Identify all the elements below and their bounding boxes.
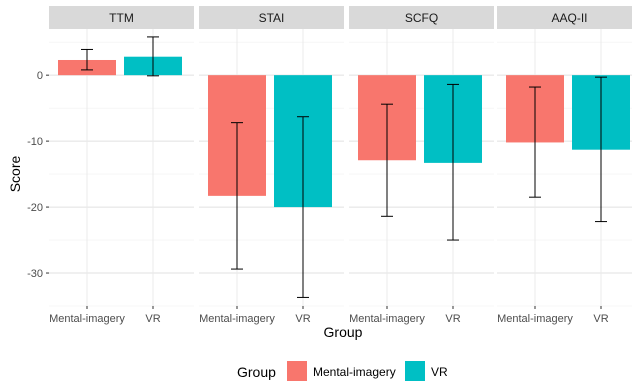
x-tick-label-vr: VR xyxy=(295,313,310,325)
x-tick-label-vr: VR xyxy=(145,313,160,325)
facet-label-aaq-ii: AAQ-II xyxy=(551,11,587,25)
x-tick-label-mental-imagery: Mental-imagery xyxy=(199,313,275,325)
x-tick-label-mental-imagery: Mental-imagery xyxy=(497,313,573,325)
x-tick-label-mental-imagery: Mental-imagery xyxy=(349,313,425,325)
facet-strip-stai xyxy=(199,6,344,29)
x-tick-label-vr: VR xyxy=(445,313,460,325)
legend-label-mental-imagery: Mental-imagery xyxy=(313,365,396,379)
facet-label-stai: STAI xyxy=(259,11,285,25)
x-axis-title: Group xyxy=(324,324,363,340)
facet-label-scfq: SCFQ xyxy=(405,11,438,25)
legend-label-vr: VR xyxy=(431,365,448,379)
facet-strip-scfq xyxy=(349,6,494,29)
x-tick-label-vr: VR xyxy=(593,313,608,325)
facet-strip-ttm xyxy=(49,6,194,29)
x-tick-label-mental-imagery: Mental-imagery xyxy=(49,313,125,325)
legend-title: Group xyxy=(237,364,276,380)
y-axis-title: Score xyxy=(7,156,23,193)
facet-label-ttm: TTM xyxy=(109,11,134,25)
legend-key-mental-imagery xyxy=(287,361,307,381)
y-tick-label: 0 xyxy=(37,70,43,82)
y-tick-label: -10 xyxy=(27,136,43,148)
y-tick-label: -20 xyxy=(27,202,43,214)
facet-strip-aaq-ii xyxy=(497,6,632,29)
y-tick-label: -30 xyxy=(27,268,43,280)
legend-key-vr xyxy=(405,361,425,381)
